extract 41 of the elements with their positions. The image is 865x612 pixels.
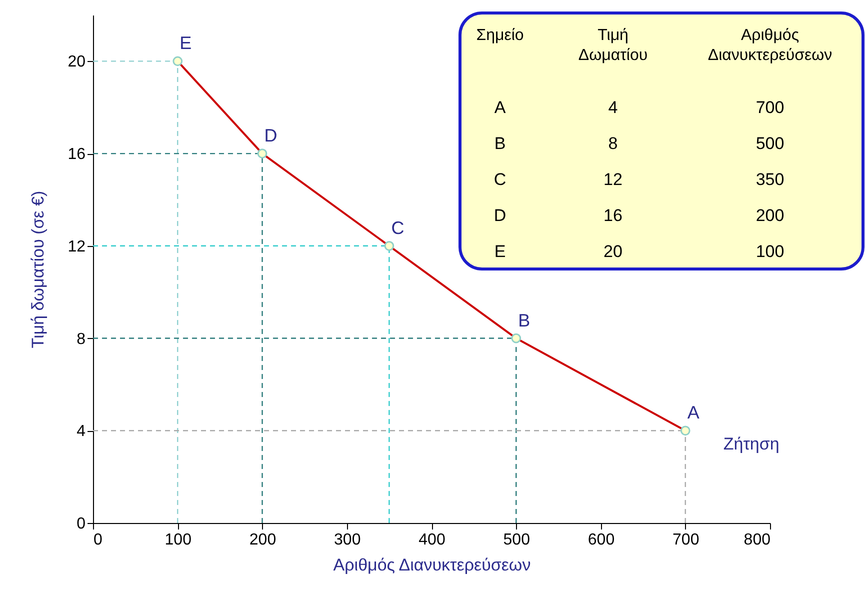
annotation: 8 <box>608 134 618 153</box>
y-tick-label: 20 <box>68 54 86 71</box>
annotation: 12 <box>604 170 622 189</box>
y-tick-label: 8 <box>76 330 86 348</box>
text: Ζήτηση <box>723 434 780 454</box>
x-tick-label: 600 <box>588 532 615 548</box>
annotation: C <box>494 170 506 189</box>
x-tick-label: 500 <box>503 532 530 548</box>
x-tick-label: 400 <box>418 532 446 548</box>
y-axis-title: Τιμή δωματίου (σε €) <box>28 190 48 348</box>
annotation: 200 <box>756 206 784 225</box>
annotation: 350 <box>756 170 784 189</box>
annotation: B <box>494 134 506 153</box>
x-axis-title: Αριθμός Διανυκτερεύσεων <box>333 556 531 574</box>
annotation: B <box>518 310 530 330</box>
y-tick-label: 16 <box>68 146 86 164</box>
x-tick-label: 100 <box>164 532 192 548</box>
annotation: D <box>264 126 278 146</box>
y-tick-label: 12 <box>68 238 86 256</box>
annotation: Αριθμός Διανυκτερεύσεων <box>708 27 832 64</box>
x-tick-label: 0 <box>94 532 102 548</box>
annotation: A <box>687 402 700 423</box>
annotation: 4 <box>608 98 618 117</box>
annotation: 20 <box>604 242 622 261</box>
annotation: C <box>391 218 404 238</box>
y-tick-label: 0 <box>76 516 86 532</box>
x-tick-label: 200 <box>249 532 276 548</box>
x-tick-label: 800 <box>744 532 771 548</box>
annotation: 16 <box>604 206 622 225</box>
annotation: 500 <box>756 134 784 153</box>
annotation: E <box>180 33 192 54</box>
annotation: Σημείο <box>476 27 524 44</box>
annotation: A <box>494 98 506 117</box>
annotation: 100 <box>756 242 784 261</box>
annotation: 700 <box>756 98 784 117</box>
annotation: D <box>494 206 506 225</box>
y-tick-label: 4 <box>76 423 86 440</box>
x-tick-label: 300 <box>334 532 361 548</box>
x-tick-label: 700 <box>672 532 700 548</box>
annotation: Τιμή Δωματίου <box>578 27 648 64</box>
annotation: E <box>494 242 506 261</box>
